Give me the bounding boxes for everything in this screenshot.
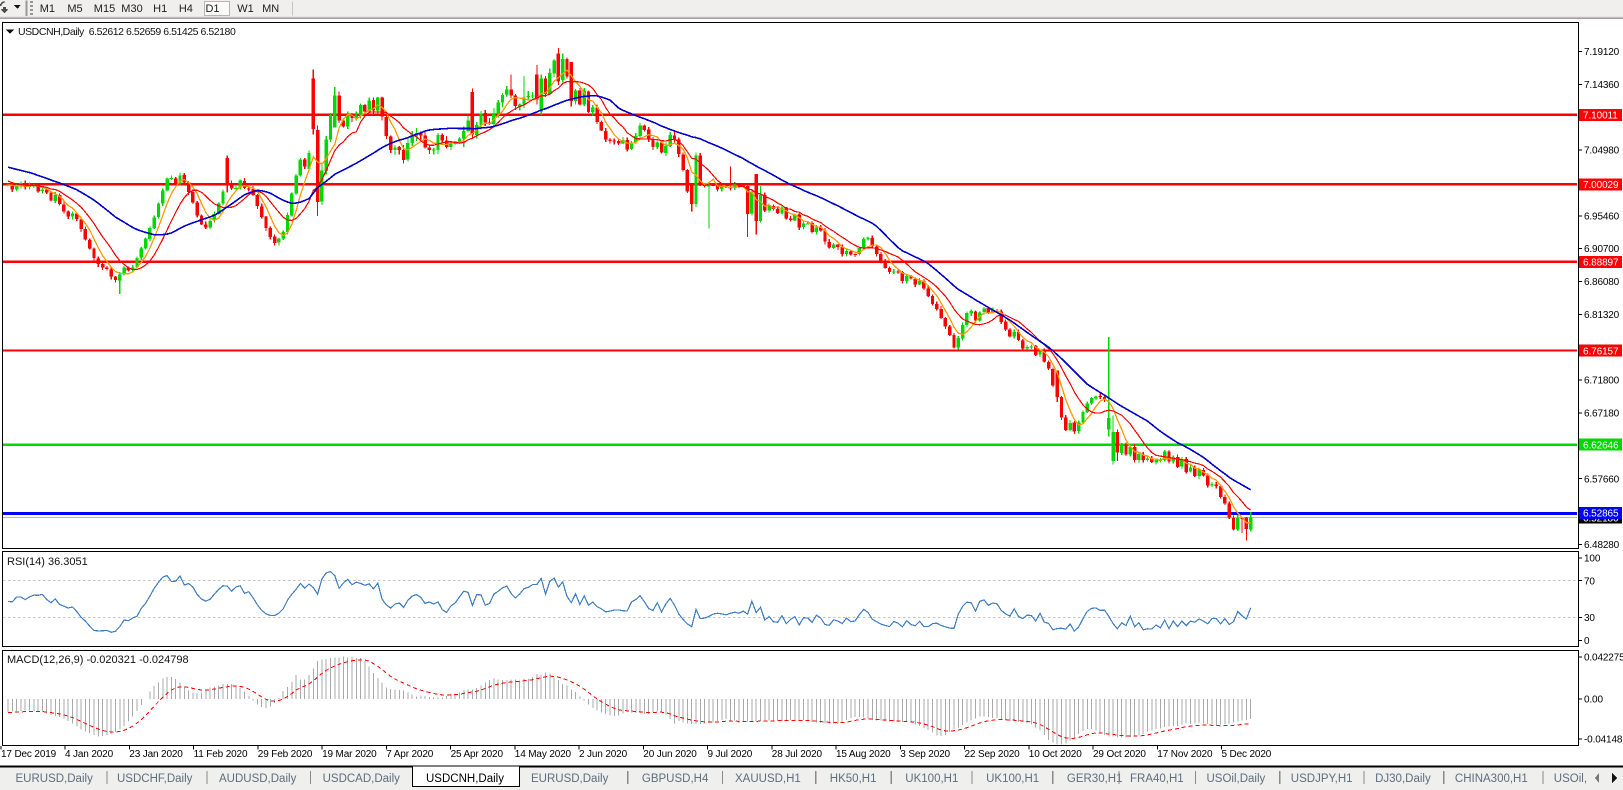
svg-text:RSI(14) 36.3051: RSI(14) 36.3051 <box>7 556 88 568</box>
svg-text:7.19120: 7.19120 <box>1584 47 1620 58</box>
svg-text:100: 100 <box>1584 554 1601 565</box>
svg-text:EURUSD,Daily: EURUSD,Daily <box>531 773 609 785</box>
svg-text:6.81320: 6.81320 <box>1584 310 1620 321</box>
svg-text:6.95460: 6.95460 <box>1584 211 1620 222</box>
svg-text:MACD(12,26,9) -0.020321 -0.024: MACD(12,26,9) -0.020321 -0.024798 <box>7 654 189 666</box>
svg-text:USDCAD,Daily: USDCAD,Daily <box>323 773 401 785</box>
svg-text:3 Sep 2020: 3 Sep 2020 <box>900 749 950 760</box>
svg-text:UK100,H1: UK100,H1 <box>905 773 958 785</box>
svg-text:70: 70 <box>1584 576 1595 587</box>
svg-text:6.57660: 6.57660 <box>1584 474 1620 485</box>
svg-text:DJ30,Daily: DJ30,Daily <box>1375 773 1431 785</box>
svg-text:6.48280: 6.48280 <box>1584 540 1620 551</box>
svg-text:FRA40,H1: FRA40,H1 <box>1130 773 1184 785</box>
svg-text:M1: M1 <box>40 3 55 15</box>
svg-text:GBPUSD,H4: GBPUSD,H4 <box>642 773 709 785</box>
svg-text:14 May 2020: 14 May 2020 <box>515 749 572 760</box>
svg-text:15 Aug 2020: 15 Aug 2020 <box>836 749 891 760</box>
svg-text:USDCNH,Daily: USDCNH,Daily <box>426 773 504 785</box>
svg-text:5 Dec 2020: 5 Dec 2020 <box>1222 749 1272 760</box>
svg-text:28 Jul 2020: 28 Jul 2020 <box>772 749 823 760</box>
svg-text:4 Jan 2020: 4 Jan 2020 <box>65 749 114 760</box>
svg-text:17 Nov 2020: 17 Nov 2020 <box>1157 749 1213 760</box>
svg-text:6.52180: 6.52180 <box>1583 513 1619 524</box>
svg-text:HK50,H1: HK50,H1 <box>830 773 877 785</box>
svg-text:6.71800: 6.71800 <box>1584 376 1620 387</box>
svg-text:20 Jun 2020: 20 Jun 2020 <box>643 749 697 760</box>
svg-text:0: 0 <box>1584 636 1590 647</box>
svg-text:6.62646: 6.62646 <box>1583 441 1619 452</box>
svg-text:6.67180: 6.67180 <box>1584 409 1620 420</box>
svg-text:UK100,H1: UK100,H1 <box>986 773 1039 785</box>
svg-text:7.14360: 7.14360 <box>1584 80 1620 91</box>
svg-text:USDJPY,H1: USDJPY,H1 <box>1291 773 1353 785</box>
svg-text:-0.04148: -0.04148 <box>1584 735 1623 746</box>
svg-text:AUDUSD,Daily: AUDUSD,Daily <box>219 773 297 785</box>
svg-text:25 Apr 2020: 25 Apr 2020 <box>451 749 504 760</box>
svg-text:D1: D1 <box>205 3 219 15</box>
svg-text:GER30,H1: GER30,H1 <box>1067 773 1123 785</box>
svg-text:17 Dec 2019: 17 Dec 2019 <box>1 749 57 760</box>
svg-text:29 Feb 2020: 29 Feb 2020 <box>258 749 313 760</box>
svg-text:11 Feb 2020: 11 Feb 2020 <box>194 749 248 760</box>
svg-text:7 Apr 2020: 7 Apr 2020 <box>386 749 433 760</box>
svg-text:W1: W1 <box>237 3 254 15</box>
svg-text:M30: M30 <box>121 3 142 15</box>
svg-text:7.00029: 7.00029 <box>1583 180 1619 191</box>
svg-text:23 Jan 2020: 23 Jan 2020 <box>129 749 183 760</box>
svg-text:29 Oct 2020: 29 Oct 2020 <box>1093 749 1146 760</box>
svg-text:19 Mar 2020: 19 Mar 2020 <box>322 749 377 760</box>
svg-text:6.52865: 6.52865 <box>1583 509 1619 520</box>
svg-text:XAUUSD,H1: XAUUSD,H1 <box>735 773 801 785</box>
svg-text:6.86080: 6.86080 <box>1584 277 1620 288</box>
svg-text:6.76157: 6.76157 <box>1583 346 1619 357</box>
svg-text:EURUSD,Daily: EURUSD,Daily <box>16 773 94 785</box>
svg-text:2 Jun 2020: 2 Jun 2020 <box>579 749 628 760</box>
svg-text:22 Sep 2020: 22 Sep 2020 <box>965 749 1021 760</box>
svg-text:7.04980: 7.04980 <box>1584 146 1620 157</box>
svg-text:10 Oct 2020: 10 Oct 2020 <box>1029 749 1082 760</box>
svg-text:30: 30 <box>1584 613 1595 624</box>
svg-text:USDCNH,Daily 6.52612 6.52659: USDCNH,Daily 6.52612 6.52659 6.51425 6.5… <box>18 26 236 38</box>
svg-text:M5: M5 <box>67 3 82 15</box>
svg-text:0.00: 0.00 <box>1584 694 1603 705</box>
svg-text:USOil,Daily: USOil,Daily <box>1207 773 1266 785</box>
svg-text:H4: H4 <box>179 3 193 15</box>
svg-text:0.042275: 0.042275 <box>1584 653 1623 664</box>
svg-text:9 Jul 2020: 9 Jul 2020 <box>708 749 753 760</box>
svg-text:6.88897: 6.88897 <box>1583 258 1619 269</box>
svg-text:M15: M15 <box>94 3 115 15</box>
svg-text:MN: MN <box>262 3 279 15</box>
svg-text:H1: H1 <box>153 3 167 15</box>
svg-text:USDCHF,Daily: USDCHF,Daily <box>117 773 193 785</box>
svg-text:CHINA300,H1: CHINA300,H1 <box>1455 773 1528 785</box>
svg-text:6.90700: 6.90700 <box>1584 244 1620 255</box>
svg-text:7.10011: 7.10011 <box>1583 111 1618 122</box>
svg-text:USOil,: USOil, <box>1554 773 1587 785</box>
